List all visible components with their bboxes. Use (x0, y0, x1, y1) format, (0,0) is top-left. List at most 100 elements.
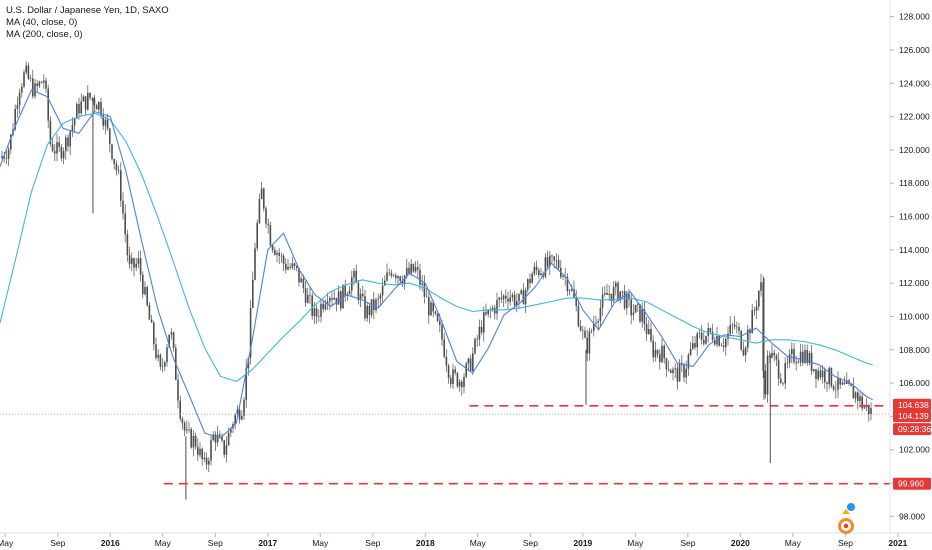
candle-body (553, 256, 555, 261)
candle (155, 337, 157, 361)
candle (676, 363, 679, 390)
candle (560, 259, 562, 280)
legend-symbol[interactable]: U.S. Dollar / Japanese Yen, 1D, SAXO (6, 5, 169, 16)
candle (399, 275, 401, 283)
x-tick-label: 2016 (101, 538, 120, 548)
candle-body (329, 297, 331, 302)
candle (549, 251, 551, 276)
candle-body (423, 283, 426, 297)
candle (93, 95, 96, 113)
candle-body (584, 330, 586, 338)
candle-body (689, 348, 692, 356)
x-tick-label: May (312, 538, 329, 548)
candle (551, 254, 553, 263)
candle (511, 292, 514, 302)
candle-body (780, 378, 782, 383)
candle-body (148, 304, 151, 320)
candle (245, 359, 247, 408)
y-tick-label: 108.000 (899, 345, 930, 355)
candle (214, 431, 217, 451)
y-tick-label: 102.000 (899, 445, 930, 455)
candle-body (498, 297, 500, 300)
time-axis[interactable]: May Sep 2016 May Sep 2017 May Sep 2018 May Sep 2019… (0, 532, 932, 548)
x-tick-label: 2021 (888, 538, 907, 548)
candle (797, 359, 800, 364)
candle (302, 274, 305, 294)
candle (661, 338, 663, 363)
candle (802, 344, 804, 366)
candle-body (619, 291, 621, 301)
candle-body (126, 234, 129, 256)
candle-body (870, 408, 872, 415)
candle (333, 290, 335, 301)
candle-body (835, 389, 837, 391)
candle-body (472, 353, 474, 371)
candle-body (38, 81, 41, 86)
candle (516, 292, 518, 313)
x-tick-label: Sep (838, 538, 853, 548)
candle-body (157, 354, 159, 358)
candle (824, 367, 826, 389)
candle-body (705, 335, 707, 344)
candle (685, 360, 687, 385)
candle (395, 272, 397, 283)
candle-body (364, 296, 366, 319)
candle (329, 295, 331, 311)
chart-legend: U.S. Dollar / Japanese Yen, 1D, SAXO MA … (6, 5, 169, 41)
candle (73, 117, 76, 133)
candle-body (45, 80, 47, 89)
candle-body (432, 302, 434, 312)
candle-body (601, 294, 604, 308)
candle (210, 435, 212, 466)
candle-body (540, 273, 542, 276)
candle (639, 303, 641, 324)
candle-body (793, 349, 795, 363)
candle-body (496, 299, 498, 314)
candle (221, 433, 223, 443)
candle-body (296, 265, 298, 268)
candle (183, 420, 186, 437)
candle-body (223, 440, 225, 455)
candle-body (786, 362, 789, 364)
candle-body (362, 293, 364, 297)
candle (379, 292, 382, 307)
candle-body (595, 322, 597, 324)
candle-body (324, 304, 327, 310)
horizontal-levels[interactable] (0, 404, 890, 485)
candle-body (406, 267, 408, 276)
candle-body (632, 312, 635, 316)
candle-body (727, 333, 729, 340)
candle-body (18, 92, 21, 106)
candle (45, 77, 47, 93)
price-tag-99960-text: 99.960 (898, 479, 924, 489)
candle-body (852, 386, 855, 399)
candle-body (656, 349, 659, 355)
candle-body (617, 282, 619, 301)
candle-body (439, 321, 441, 326)
candle-body (795, 362, 797, 364)
candle-body (135, 263, 137, 268)
candle (324, 299, 327, 312)
candle-body (243, 399, 245, 416)
candle-body (566, 276, 569, 292)
x-tick-label: May (785, 538, 802, 548)
price-tag-104638-bg (893, 398, 931, 411)
candle-body (608, 293, 610, 295)
candle-body (458, 381, 461, 387)
candle-body (403, 275, 406, 285)
candle (390, 269, 393, 278)
candle (106, 113, 109, 132)
candle (124, 204, 126, 243)
price-axis[interactable]: 98.000100.000102.000104.000106.000108.00… (889, 0, 930, 533)
legend-ma200[interactable]: MA (200, close, 0) (6, 29, 83, 40)
candle-body (225, 445, 228, 455)
candle-body (337, 291, 340, 305)
legend-ma40[interactable]: MA (40, close, 0) (6, 17, 78, 28)
candle-body (183, 422, 186, 431)
candle-body (551, 255, 553, 257)
candle (566, 273, 569, 297)
candle (839, 378, 841, 389)
candle (16, 96, 19, 118)
candle (447, 363, 450, 384)
